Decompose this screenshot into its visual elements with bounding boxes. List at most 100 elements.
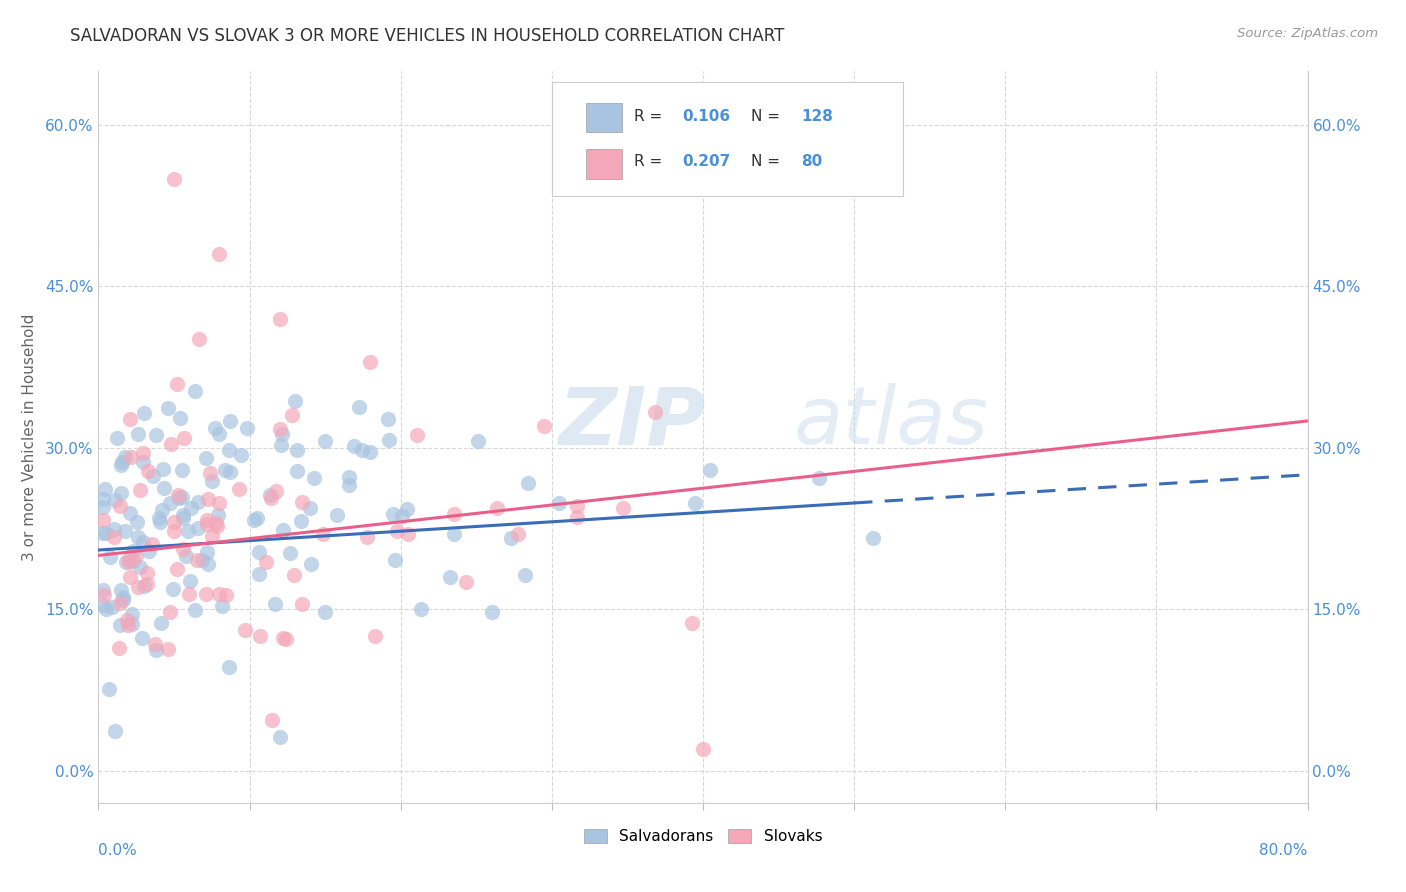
Point [214, 462, 236, 476]
Point [167, 491, 190, 505]
Point [125, 515, 148, 529]
Point [378, 434, 401, 448]
Point [281, 408, 304, 422]
Point [278, 546, 301, 560]
Point [246, 511, 269, 525]
Point [141, 537, 163, 551]
Point [105, 431, 128, 445]
Point [107, 640, 129, 655]
Point [187, 520, 209, 534]
Point [132, 535, 155, 549]
Text: N =: N = [751, 109, 785, 124]
Point [486, 501, 509, 516]
Point [174, 549, 197, 563]
Text: N =: N = [751, 154, 785, 169]
Point [352, 443, 374, 458]
Point [167, 488, 190, 502]
Point [118, 552, 141, 566]
Point [612, 500, 634, 515]
Point [208, 247, 231, 261]
Point [115, 613, 138, 627]
Point [567, 509, 589, 524]
Point [110, 582, 132, 597]
Point [179, 587, 201, 601]
Point [343, 439, 366, 453]
Point [186, 553, 208, 567]
Y-axis label: 3 or more Vehicles in Household: 3 or more Vehicles in Household [21, 313, 37, 561]
Point [298, 500, 321, 515]
Text: Source: ZipAtlas.com: Source: ZipAtlas.com [1237, 27, 1378, 40]
Point [156, 401, 179, 415]
Point [481, 605, 503, 619]
Point [121, 607, 143, 622]
Point [443, 527, 465, 541]
Point [197, 492, 219, 507]
Point [114, 524, 136, 539]
Point [197, 557, 219, 571]
Point [134, 579, 156, 593]
Point [391, 508, 413, 523]
Point [163, 524, 186, 538]
Point [439, 570, 461, 584]
Point [377, 412, 399, 426]
FancyBboxPatch shape [551, 82, 903, 195]
Point [359, 444, 381, 458]
Point [91, 598, 114, 612]
Point [360, 355, 382, 369]
Point [159, 605, 181, 619]
Point [699, 463, 721, 477]
Point [269, 422, 291, 436]
Point [506, 526, 529, 541]
Text: ZIP: ZIP [558, 384, 706, 461]
Legend: Salvadorans, Slovaks: Salvadorans, Slovaks [578, 822, 828, 850]
Point [205, 516, 228, 530]
Point [170, 463, 193, 477]
Point [136, 576, 159, 591]
Point [149, 516, 172, 530]
Point [259, 488, 281, 502]
Point [97, 681, 120, 696]
Point [162, 582, 184, 596]
Point [98, 550, 121, 565]
Point [170, 490, 193, 504]
Point [398, 527, 420, 541]
Point [121, 554, 143, 568]
Point [111, 455, 134, 469]
Point [94, 526, 117, 541]
Point [104, 724, 127, 739]
Point [337, 469, 360, 483]
Bar [586, 149, 621, 178]
Point [91, 582, 114, 597]
Point [141, 468, 163, 483]
Point [547, 496, 569, 510]
Point [364, 629, 387, 643]
Point [443, 507, 465, 521]
Point [271, 523, 294, 537]
Point [100, 599, 122, 614]
Point [180, 500, 202, 515]
Point [152, 462, 174, 476]
Point [205, 519, 228, 533]
Point [153, 481, 176, 495]
Point [685, 496, 707, 510]
Point [229, 448, 252, 462]
Point [132, 455, 155, 469]
Point [681, 615, 703, 630]
Point [118, 506, 141, 520]
Point [249, 629, 271, 643]
Point [93, 588, 115, 602]
Point [236, 421, 259, 435]
Text: 80: 80 [801, 154, 823, 169]
Point [270, 438, 292, 452]
Point [145, 643, 167, 657]
Point [91, 526, 114, 541]
Point [173, 431, 195, 445]
Point [169, 411, 191, 425]
Point [188, 332, 211, 346]
Point [110, 618, 132, 632]
Point [285, 443, 308, 458]
Point [172, 508, 194, 523]
Point [104, 493, 127, 508]
Point [120, 450, 142, 465]
Point [291, 597, 314, 611]
